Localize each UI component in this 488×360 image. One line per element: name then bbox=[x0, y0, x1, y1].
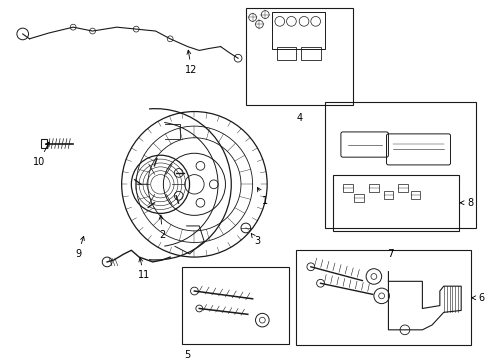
Bar bbox=[383, 191, 392, 199]
Text: 3: 3 bbox=[251, 234, 260, 247]
Bar bbox=[368, 184, 378, 192]
Bar bbox=[271, 12, 325, 49]
Bar bbox=[182, 267, 288, 345]
Circle shape bbox=[209, 180, 218, 189]
Circle shape bbox=[174, 168, 183, 177]
Bar bbox=[397, 184, 407, 192]
Text: 1: 1 bbox=[257, 188, 268, 206]
Bar bbox=[325, 102, 475, 228]
Bar bbox=[296, 250, 470, 345]
Text: 10: 10 bbox=[33, 142, 49, 167]
Circle shape bbox=[196, 162, 204, 170]
Circle shape bbox=[174, 192, 183, 200]
Bar bbox=[245, 8, 352, 105]
Text: 12: 12 bbox=[185, 50, 197, 75]
Bar bbox=[301, 46, 320, 60]
Bar bbox=[276, 46, 296, 60]
Circle shape bbox=[241, 223, 250, 233]
Text: 2: 2 bbox=[159, 215, 165, 240]
Text: 4: 4 bbox=[296, 113, 302, 122]
Text: 7: 7 bbox=[386, 249, 393, 259]
Text: 9: 9 bbox=[75, 237, 84, 259]
Bar bbox=[354, 194, 364, 202]
Text: 8: 8 bbox=[459, 198, 472, 208]
Text: 5: 5 bbox=[183, 350, 190, 360]
Bar bbox=[41, 139, 47, 148]
Bar bbox=[410, 191, 420, 199]
Bar bbox=[342, 184, 352, 192]
Circle shape bbox=[196, 198, 204, 207]
Bar bbox=[332, 175, 458, 231]
Text: 6: 6 bbox=[471, 293, 484, 303]
Text: 11: 11 bbox=[138, 258, 150, 280]
